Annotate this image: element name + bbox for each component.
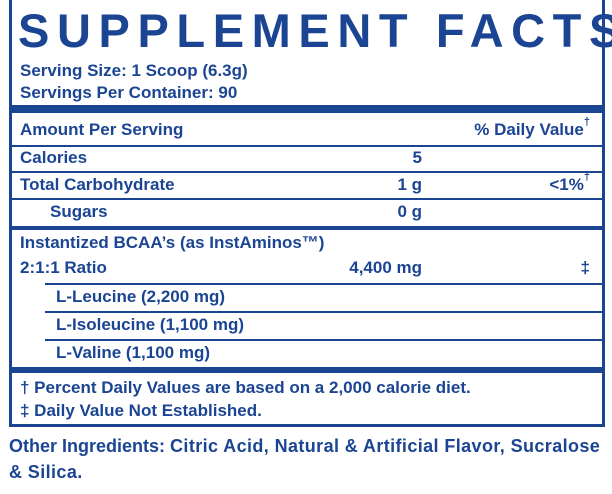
row-rule — [45, 283, 602, 285]
other-ingredients-label: Other Ingredients: — [9, 436, 166, 456]
header-daily-value: % Daily Value† — [474, 117, 590, 140]
footnote: ‡ Daily Value Not Established. — [20, 401, 262, 420]
nutrient-daily-value: ‡ — [581, 258, 590, 278]
nutrient-name: Total Carbohydrate — [20, 175, 175, 194]
other-ingredients-text: Citric Acid, Natural & Artificial Flavor… — [9, 436, 601, 482]
row-rule — [12, 226, 602, 230]
nutrient-name: Calories — [20, 148, 88, 167]
row-rule — [12, 171, 602, 173]
footnote: † Percent Daily Values are based on a 2,… — [20, 378, 471, 397]
servings-per-container: Servings Per Container: 90 — [20, 83, 238, 102]
nutrient-amount: 5 — [412, 148, 422, 167]
row-rule — [45, 339, 602, 341]
daily-value-text: ‡ — [580, 258, 590, 277]
nutrient-daily-value: <1%† — [549, 172, 590, 195]
thick-rule — [12, 105, 602, 113]
daily-value-text: <1% — [549, 175, 584, 194]
nutrient-name: L-Isoleucine (1,100 mg) — [56, 315, 244, 334]
nutrient-name: Sugars — [50, 202, 108, 221]
nutrient-amount: 1 g — [397, 175, 422, 194]
other-ingredients: Other Ingredients: Citric Acid, Natural … — [9, 433, 605, 485]
nutrient-name: 2:1:1 Ratio — [20, 258, 107, 277]
nutrient-name: L-Leucine (2,200 mg) — [56, 287, 226, 306]
nutrient-amount: 4,400 mg — [349, 258, 422, 277]
row-rule — [45, 311, 602, 313]
nutrient-name: Instantized BCAA’s (as InstAminos™) — [20, 233, 325, 252]
footnote-mark: † — [583, 171, 590, 183]
nutrient-name: L-Valine (1,100 mg) — [56, 343, 210, 362]
nutrient-amount: 0 g — [397, 202, 422, 221]
thick-rule — [12, 367, 602, 373]
footnote-mark: † — [583, 116, 590, 128]
row-rule — [12, 145, 602, 147]
header-daily-value-text: % Daily Value — [474, 120, 584, 139]
facts-panel — [9, 0, 605, 427]
serving-size: Serving Size: 1 Scoop (6.3g) — [20, 61, 248, 80]
row-rule — [12, 198, 602, 200]
title: SUPPLEMENT FACTS — [18, 4, 612, 57]
header-amount: Amount Per Serving — [20, 120, 184, 139]
